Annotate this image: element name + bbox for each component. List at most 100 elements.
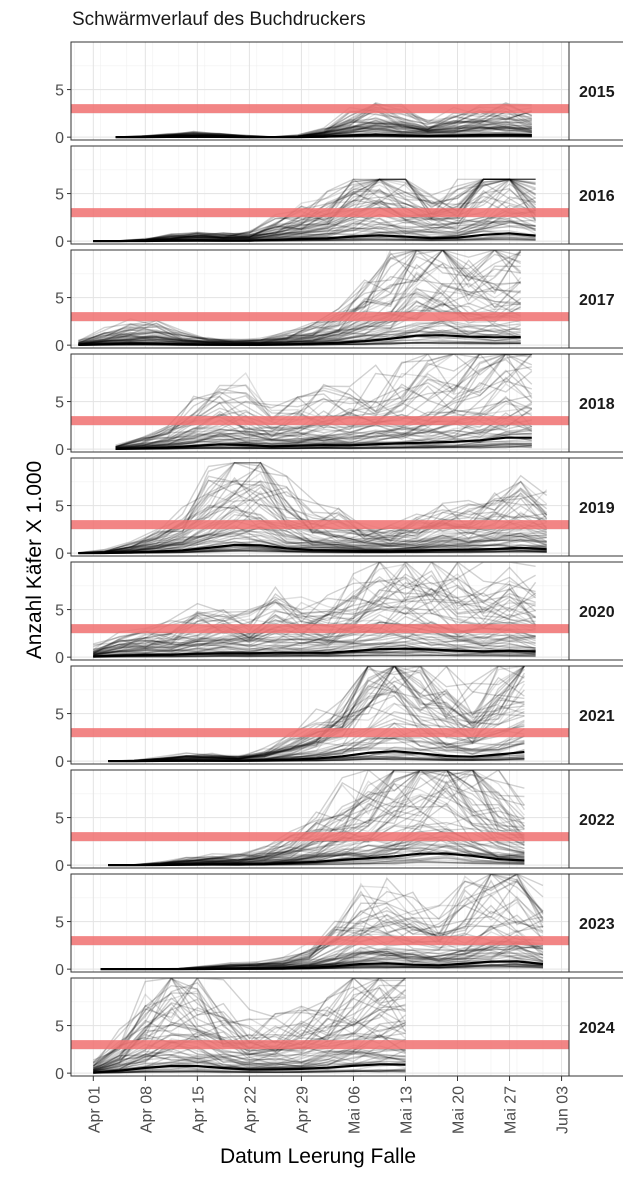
trap-series-line [78, 302, 522, 345]
trap-series-line [78, 513, 547, 554]
trap-series-line [93, 1051, 406, 1072]
trap-series-line [93, 632, 536, 656]
trap-series-line [93, 581, 537, 654]
trap-series-line [93, 1013, 406, 1069]
trap-series-line [78, 250, 522, 345]
trap-series-line [78, 290, 522, 345]
trap-series-line [78, 272, 522, 345]
trap-series-line [78, 250, 521, 344]
trap-series-line [78, 490, 548, 554]
facet-panel-2024: 0 5 2024 [55, 977, 623, 1083]
panel-background [71, 354, 569, 452]
trap-series-line [93, 654, 536, 658]
panel-background [71, 42, 569, 140]
x-tick-label: Mai 13 [398, 1086, 415, 1134]
trap-series-line [93, 204, 536, 242]
trap-series-line [115, 122, 532, 138]
trap-series-line [93, 214, 536, 242]
trap-series-line [93, 576, 536, 653]
trap-series-line [93, 1049, 406, 1072]
x-axis-title: Datum Leerung Falle [220, 1145, 416, 1168]
trap-series-line [115, 120, 532, 138]
trap-series-line [108, 692, 525, 762]
x-tick-label: Mai 27 [503, 1086, 520, 1134]
trap-series-line [78, 285, 521, 345]
facet-strip [568, 769, 623, 869]
trap-series-line [93, 178, 536, 242]
trap-series-line [108, 770, 525, 866]
trap-series-line [93, 1024, 406, 1073]
trap-series-line [115, 443, 532, 450]
trap-series-line [93, 1064, 406, 1074]
trap-series-line [93, 1034, 406, 1073]
trap-series-line [115, 110, 533, 138]
trap-series-line [93, 178, 537, 242]
trap-series-line [78, 250, 522, 343]
y-tick-label: 0 [55, 1066, 64, 1083]
trap-series-line [93, 178, 536, 242]
trap-series-line [78, 295, 522, 345]
trap-series-line [108, 666, 525, 762]
trap-series-line [108, 770, 525, 866]
y-tick-label: 0 [55, 962, 64, 979]
panel-background [71, 250, 569, 348]
trap-series-line [108, 770, 525, 866]
x-tick-label: Apr 15 [190, 1086, 207, 1133]
trap-series-line [92, 562, 537, 651]
trap-series-line [78, 526, 547, 554]
trap-series-line [78, 504, 547, 554]
trap-series-line [78, 287, 521, 345]
trap-series-line [93, 640, 536, 657]
trap-series-line [108, 770, 525, 866]
trap-series-line [93, 178, 537, 242]
trap-series-line [92, 978, 406, 1068]
facet-strip-label: 2018 [579, 396, 615, 413]
trap-series-line [108, 773, 525, 866]
trap-series-line [78, 519, 547, 554]
trap-series-line [93, 209, 536, 242]
facet-panel-2017: 0 5 2017 [55, 249, 623, 355]
trap-series-line [92, 978, 406, 1065]
trap-series-line [93, 178, 537, 242]
baseline-series-line [93, 647, 536, 658]
trap-series-line [108, 666, 525, 762]
trap-lines [115, 101, 533, 139]
trap-series-line [78, 250, 521, 344]
trap-series-line [115, 354, 533, 449]
trap-series-line [78, 522, 547, 554]
trap-series-line [78, 480, 548, 554]
trap-series-line [108, 666, 525, 762]
facet-panel-2015: 0 5 2015 [55, 41, 623, 147]
trap-series-line [93, 206, 536, 242]
trap-series-line [108, 666, 525, 762]
trap-series-line [93, 1033, 406, 1072]
trap-series-line [93, 1050, 406, 1071]
panel-background [71, 874, 569, 972]
trap-series-line [115, 442, 532, 450]
trap-series-line [115, 408, 533, 450]
trap-series-line [93, 199, 536, 242]
trap-series-line [78, 271, 522, 345]
trap-series-line [115, 412, 533, 449]
trap-series-line [108, 770, 525, 866]
trap-series-line [78, 250, 521, 345]
panel-background [71, 146, 569, 244]
trap-series-line [115, 354, 532, 449]
trap-series-line [115, 103, 533, 138]
panel-background [71, 458, 569, 556]
trap-series-line [93, 586, 537, 654]
trap-series-line [93, 178, 537, 242]
trap-series-line [115, 116, 533, 138]
trap-series-line [108, 795, 525, 866]
facet-strip [568, 353, 623, 453]
trap-series-line [115, 121, 532, 138]
trap-lines [78, 250, 522, 346]
trap-series-line [115, 443, 532, 450]
trap-series-line [92, 997, 406, 1070]
trap-series-line [93, 1034, 406, 1072]
panel-background [71, 562, 569, 660]
trap-series-line [93, 562, 536, 645]
trap-series-line [115, 117, 532, 138]
trap-series-line [78, 293, 521, 346]
